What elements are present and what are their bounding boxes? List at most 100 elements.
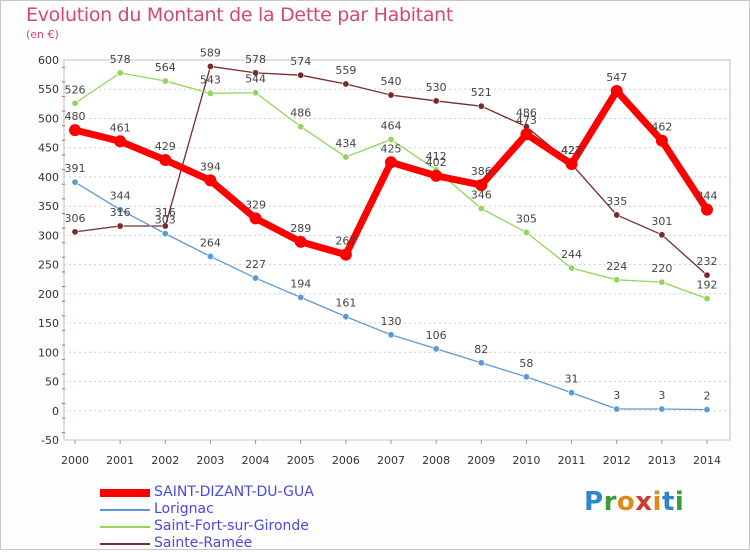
data-label: 429 bbox=[155, 140, 176, 153]
data-point bbox=[252, 274, 260, 282]
y-tick-label: -50 bbox=[41, 434, 59, 447]
data-point bbox=[568, 264, 576, 272]
y-tick-label: 0 bbox=[52, 405, 59, 418]
data-label: 434 bbox=[335, 137, 356, 150]
data-point bbox=[297, 123, 305, 131]
data-point bbox=[658, 278, 666, 286]
data-label: 335 bbox=[606, 195, 627, 208]
data-label: 301 bbox=[651, 215, 672, 228]
data-point bbox=[71, 178, 79, 186]
data-point bbox=[703, 406, 711, 414]
x-tick-label: 2009 bbox=[467, 454, 495, 467]
data-label: 543 bbox=[200, 73, 221, 86]
y-tick-label: 350 bbox=[38, 200, 59, 213]
y-tick-label: 450 bbox=[38, 142, 59, 155]
chart-title: Evolution du Montant de la Dette par Hab… bbox=[26, 4, 454, 26]
data-point bbox=[432, 345, 440, 353]
data-label: 461 bbox=[110, 121, 131, 134]
data-label: 530 bbox=[426, 81, 447, 94]
x-tick-label: 2012 bbox=[603, 454, 631, 467]
data-point bbox=[703, 271, 711, 279]
y-tick-label: 200 bbox=[38, 288, 59, 301]
x-tick-label: 2011 bbox=[558, 454, 586, 467]
x-tick-label: 2001 bbox=[106, 454, 134, 467]
y-tick-label: 150 bbox=[38, 317, 59, 330]
y-tick-label: 100 bbox=[38, 346, 59, 359]
data-label: 3 bbox=[658, 389, 665, 402]
data-label: 303 bbox=[155, 214, 176, 227]
data-point bbox=[387, 136, 395, 144]
data-point bbox=[161, 222, 169, 230]
data-point bbox=[658, 405, 666, 413]
data-label: 227 bbox=[245, 258, 266, 271]
y-tick-label: 400 bbox=[38, 171, 59, 184]
data-point bbox=[565, 158, 578, 171]
data-point bbox=[701, 203, 713, 216]
data-label: 559 bbox=[335, 64, 356, 77]
data-point bbox=[475, 179, 488, 192]
data-label: 486 bbox=[290, 107, 311, 120]
x-tick-label: 2002 bbox=[151, 454, 179, 467]
data-label: 106 bbox=[426, 329, 447, 342]
data-point bbox=[116, 206, 124, 214]
data-point bbox=[387, 331, 395, 339]
legend-swatch bbox=[100, 543, 150, 545]
data-point bbox=[658, 231, 666, 239]
data-label: 462 bbox=[651, 121, 672, 134]
x-tick-label: 2010 bbox=[512, 454, 540, 467]
data-label: 244 bbox=[561, 248, 582, 261]
data-label: 422 bbox=[561, 144, 582, 157]
data-point bbox=[610, 84, 623, 97]
data-point bbox=[703, 295, 711, 303]
data-label: 194 bbox=[290, 277, 311, 290]
data-label: 578 bbox=[245, 53, 266, 66]
data-point bbox=[430, 169, 443, 182]
data-label: 220 bbox=[651, 262, 672, 275]
x-tick-label: 2003 bbox=[196, 454, 224, 467]
data-label: 130 bbox=[381, 315, 402, 328]
data-point bbox=[114, 135, 127, 148]
data-point bbox=[161, 230, 169, 238]
data-point bbox=[71, 228, 79, 236]
data-label: 422 bbox=[561, 144, 582, 157]
data-label: 540 bbox=[381, 75, 402, 88]
data-label: 192 bbox=[697, 279, 718, 292]
data-point bbox=[204, 174, 217, 187]
data-label: 521 bbox=[471, 86, 492, 99]
data-label: 574 bbox=[290, 55, 311, 68]
data-point bbox=[477, 204, 485, 212]
x-tick-label: 2014 bbox=[693, 454, 721, 467]
data-point bbox=[342, 153, 350, 161]
x-tick-label: 2005 bbox=[287, 454, 315, 467]
data-label: 267 bbox=[335, 235, 356, 248]
data-point bbox=[520, 128, 533, 141]
data-point bbox=[385, 156, 397, 169]
data-point bbox=[477, 102, 485, 110]
data-label: 547 bbox=[606, 71, 627, 84]
data-label: 346 bbox=[471, 188, 492, 201]
x-tick-label: 2008 bbox=[422, 454, 450, 467]
data-label: 526 bbox=[65, 83, 86, 96]
data-point bbox=[252, 89, 260, 97]
data-label: 58 bbox=[519, 357, 533, 370]
data-point bbox=[387, 91, 395, 99]
data-label: 306 bbox=[65, 212, 86, 225]
data-point bbox=[159, 153, 172, 166]
data-point bbox=[249, 212, 262, 225]
data-label: 264 bbox=[200, 236, 221, 249]
plot-area bbox=[63, 59, 731, 441]
legend-label: Sainte-Ramée bbox=[154, 535, 253, 551]
data-label: 391 bbox=[65, 162, 86, 175]
data-label: 425 bbox=[381, 142, 402, 155]
data-point bbox=[206, 62, 214, 70]
data-point bbox=[342, 313, 350, 321]
data-label: 329 bbox=[245, 198, 266, 211]
y-tick-label: 50 bbox=[45, 376, 59, 389]
data-label: 544 bbox=[245, 73, 266, 86]
data-point bbox=[613, 405, 621, 413]
data-label: 386 bbox=[471, 165, 492, 178]
data-point bbox=[655, 134, 668, 147]
data-label: 3 bbox=[613, 389, 620, 402]
y-tick-label: 300 bbox=[38, 229, 59, 242]
